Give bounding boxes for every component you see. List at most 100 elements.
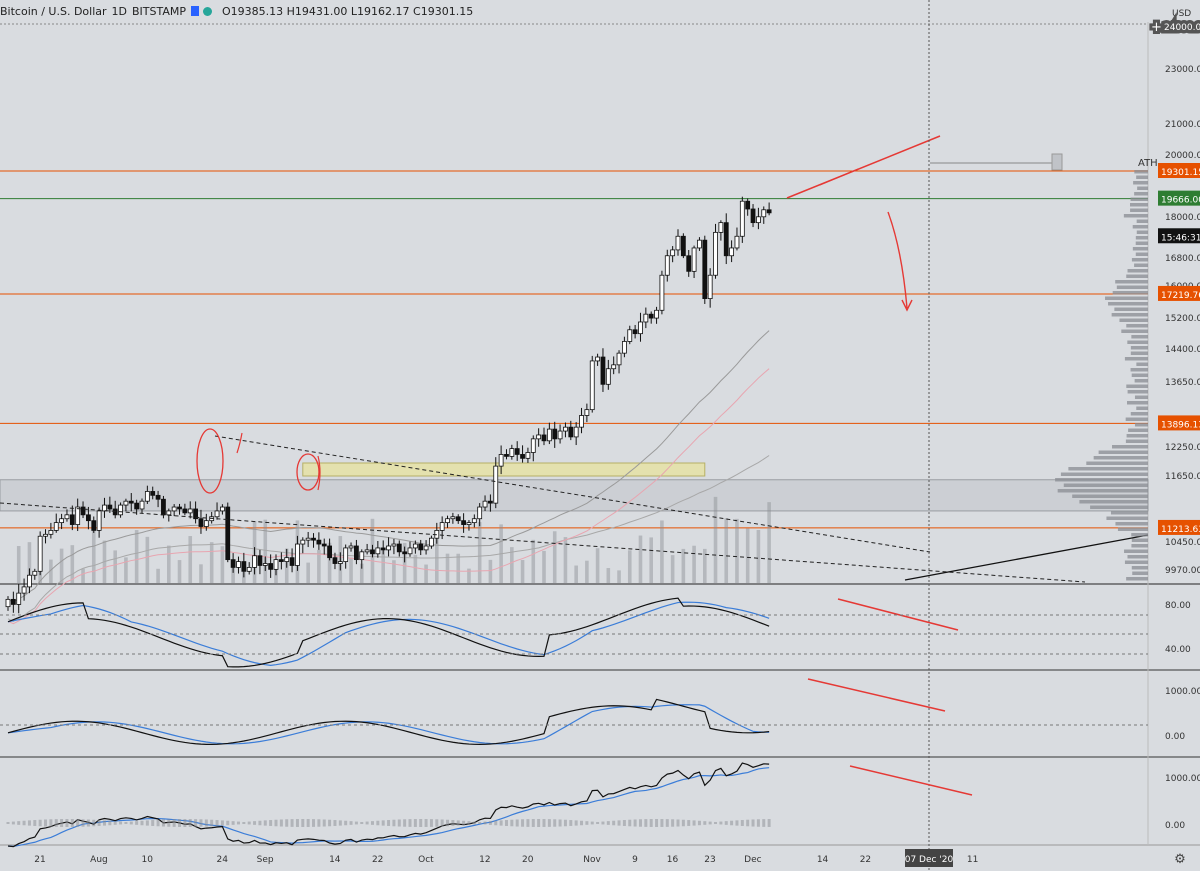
volume-profile-bar xyxy=(1105,296,1148,300)
macd-pane-axis-tick: 1000.00 xyxy=(1165,774,1200,784)
candle xyxy=(600,356,606,385)
macd-pane: 1000.00 0.00 xyxy=(7,762,1200,848)
volume-bar xyxy=(713,496,718,583)
volume-profile-bar xyxy=(1127,401,1148,405)
macd-hist-bar xyxy=(612,820,616,826)
candle xyxy=(729,247,734,257)
macd-hist-bar xyxy=(724,821,728,825)
volume-profile-bar xyxy=(1063,483,1148,487)
volume-profile-bar xyxy=(1115,522,1148,526)
macd-hist-bar xyxy=(156,819,160,827)
candle xyxy=(525,452,531,459)
candle xyxy=(761,209,767,218)
candle xyxy=(648,313,654,319)
volume-profile-bar xyxy=(1057,489,1148,493)
volume-bar xyxy=(167,545,171,583)
candle xyxy=(402,551,408,555)
macd-hist-bar xyxy=(210,819,214,827)
candle xyxy=(691,247,697,272)
volume-profile-bar xyxy=(1090,505,1148,509)
volume-profile-bar xyxy=(1124,549,1148,553)
macd-hist-bar xyxy=(258,820,262,826)
volume-bar xyxy=(81,568,85,583)
candle xyxy=(664,255,670,276)
macd-hist-bar xyxy=(494,820,498,826)
candle xyxy=(86,514,91,522)
macd-hist-bar xyxy=(199,819,203,827)
volume-profile-bar xyxy=(1125,417,1148,421)
candle xyxy=(112,508,118,516)
interval-label[interactable]: 1D xyxy=(111,4,127,18)
volume-bar xyxy=(767,502,771,583)
macd-hist-bar xyxy=(86,819,90,827)
price-axis-tick: 13650.00 xyxy=(1165,378,1200,388)
price-axis-tick: 16800.00 xyxy=(1165,254,1200,264)
osc-pane-axis-tick: 1000.00 xyxy=(1165,687,1200,697)
volume-bar xyxy=(188,536,193,583)
candle xyxy=(466,522,472,525)
volume-profile-bar xyxy=(1127,555,1148,559)
flag-icon[interactable] xyxy=(191,6,200,16)
candle xyxy=(632,329,638,335)
macd-hist-bar xyxy=(44,819,48,827)
volume-bar xyxy=(113,550,117,583)
candle xyxy=(348,545,354,549)
candle xyxy=(16,592,22,605)
level-badge xyxy=(1158,228,1200,244)
volume-bar xyxy=(627,550,632,583)
volume-profile-bar xyxy=(1136,230,1148,234)
volume-bar xyxy=(692,545,696,583)
macd-hist-bar xyxy=(27,820,31,826)
macd-hist-bar xyxy=(440,819,444,827)
candle xyxy=(498,454,504,467)
macd-hist-bar xyxy=(499,820,503,826)
volume-bar xyxy=(606,568,611,583)
crosshair-date-badge xyxy=(905,849,953,867)
macd-hist-bar xyxy=(676,819,680,827)
volume-profile-bar xyxy=(1110,511,1148,515)
volume-profile-bar xyxy=(1106,516,1148,520)
zoom-plus-icon[interactable]: + xyxy=(1148,17,1165,38)
volume-profile-bar xyxy=(1121,329,1148,333)
candle xyxy=(311,537,316,541)
volume-profile-bar xyxy=(1072,494,1148,498)
macd-hist-bar xyxy=(456,820,460,826)
volume-profile-bar xyxy=(1116,285,1148,289)
support-trendline xyxy=(904,534,1149,581)
macd-hist-bar xyxy=(526,819,530,827)
volume-bar xyxy=(595,548,600,583)
macd-hist-bar xyxy=(290,819,294,827)
volume-bar xyxy=(199,564,203,583)
macd-hist-bar xyxy=(569,820,573,826)
volume-profile-bar xyxy=(1126,434,1148,438)
volume-profile-bar xyxy=(1126,324,1148,328)
osc-pane-divergence xyxy=(807,678,946,712)
candle xyxy=(429,537,434,547)
volume-profile-bar xyxy=(1135,236,1148,240)
candle xyxy=(697,239,702,249)
candle xyxy=(316,539,322,545)
candle xyxy=(536,434,542,440)
volume-profile-bar xyxy=(1130,412,1148,416)
candle xyxy=(654,309,659,319)
symbol-title[interactable]: Bitcoin / U.S. Dollar xyxy=(0,4,107,18)
macd-hist-bar xyxy=(140,820,144,826)
exchange-label: BITSTAMP xyxy=(132,4,187,18)
macd-hist-bar xyxy=(338,820,342,826)
gear-icon[interactable]: ⚙ xyxy=(1174,852,1186,867)
time-axis[interactable]: 21Aug1024Sep1422Oct1220Nov91623Dec142220… xyxy=(34,849,1186,867)
macd-hist-bar xyxy=(381,820,385,826)
candle xyxy=(37,535,43,572)
candle xyxy=(289,557,295,566)
macd-hist-bar xyxy=(135,821,139,825)
candle xyxy=(412,543,418,549)
candle xyxy=(252,555,257,568)
macd-hist-bar xyxy=(231,821,235,825)
volume-profile-bar xyxy=(1098,450,1148,454)
volume-bar xyxy=(467,568,471,583)
macd-hist-bar xyxy=(563,819,567,827)
candle xyxy=(236,561,241,568)
candle xyxy=(53,522,59,531)
